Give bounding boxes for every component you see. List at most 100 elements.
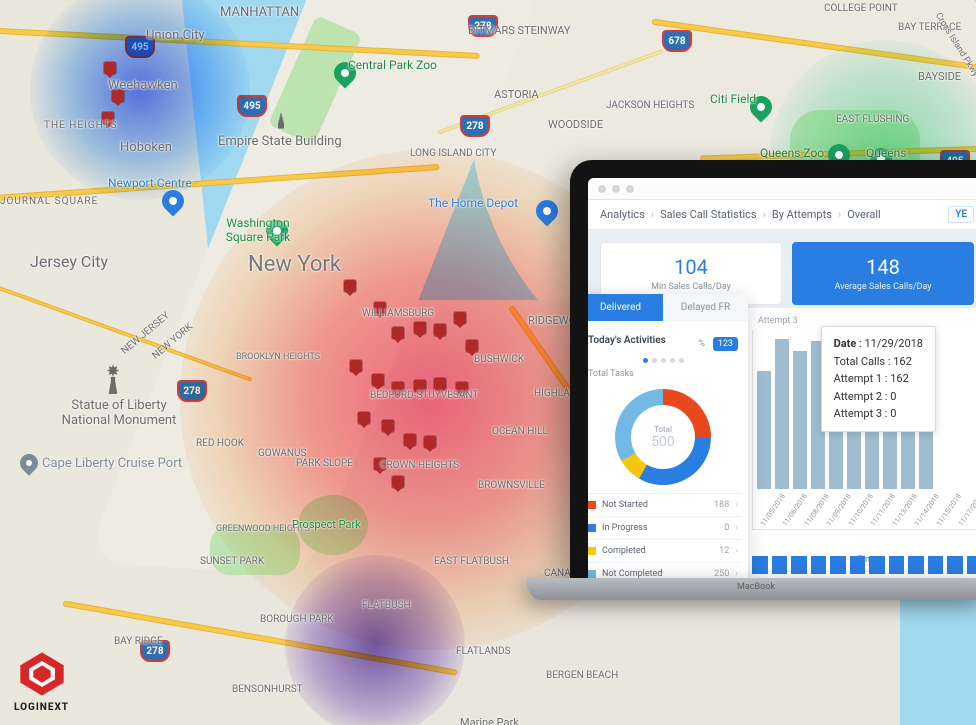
- bar-bottom: [791, 556, 807, 574]
- card-title: Today's Activities: [588, 335, 666, 346]
- delivery-marker[interactable]: [379, 420, 397, 438]
- neighborhood-label: Jersey City: [30, 252, 108, 271]
- neighborhood-label: BEDFORD-STUYVESANT: [370, 390, 478, 401]
- breadcrumb-item[interactable]: By Attempts: [772, 208, 832, 221]
- neighborhood-label: THE HEIGHTS: [44, 120, 117, 131]
- delivery-marker[interactable]: [451, 312, 469, 330]
- neighborhood-label: BERGEN BEACH: [546, 670, 618, 681]
- neighborhood-label: FLATBUSH: [362, 600, 411, 611]
- kpi-label: Average Sales Calls/Day: [801, 282, 965, 292]
- delivery-marker[interactable]: [341, 280, 359, 298]
- chevron-right-icon: ›: [735, 523, 738, 533]
- interstate-shield: 278: [460, 115, 490, 137]
- neighborhood-label: EAST FLUSHING: [836, 114, 909, 125]
- delivery-marker[interactable]: [389, 327, 407, 345]
- poi-label[interactable]: The Home Depot: [428, 196, 518, 210]
- bar-bottom: [947, 556, 963, 574]
- bar-bottom: [889, 556, 905, 574]
- bar-bottom: [928, 556, 944, 574]
- delivery-marker[interactable]: [389, 476, 407, 494]
- breadcrumb-item[interactable]: Analytics: [600, 208, 645, 221]
- bar-top[interactable]: [793, 351, 807, 489]
- poi-label[interactable]: Queens Zoo: [760, 146, 824, 160]
- delivery-marker[interactable]: [411, 322, 429, 340]
- legend-swatch: [588, 524, 596, 532]
- tab-delayed[interactable]: Delayed FR: [663, 294, 748, 321]
- poi-label[interactable]: Central Park Zoo: [348, 58, 437, 72]
- bar-top[interactable]: [775, 339, 789, 489]
- laptop-lid: Analytics › Sales Call Statistics › By Att…: [570, 160, 976, 580]
- delivery-marker[interactable]: [347, 360, 365, 378]
- neighborhood-label: WILLIAMSBURG: [362, 308, 434, 319]
- chevron-right-icon: ›: [735, 500, 738, 510]
- delivery-marker[interactable]: [431, 324, 449, 342]
- chart-subtitle: Attempt 3: [758, 316, 976, 326]
- neighborhood-label: Prospect Park: [292, 518, 361, 531]
- legend-row[interactable]: Not Started 188 ›: [588, 493, 742, 516]
- neighborhood-label: BROWNSVILLE: [478, 480, 545, 491]
- neighborhood-label: Marine Park: [460, 716, 519, 725]
- delivery-marker[interactable]: [421, 436, 439, 454]
- legend-swatch: [588, 547, 596, 555]
- legend-swatch: [588, 570, 596, 578]
- neighborhood-label: Hoboken: [120, 140, 172, 155]
- bar-bottom: [967, 556, 976, 574]
- poi-label[interactable]: Newport Centre: [108, 176, 192, 190]
- legend-label: Completed: [602, 546, 646, 556]
- neighborhood-label: BAY RIDGE: [114, 636, 163, 647]
- dashboard-screen: Analytics › Sales Call Statistics › By Att…: [588, 178, 976, 580]
- kpi-card-avg[interactable]: 148 Average Sales Calls/Day: [792, 242, 974, 305]
- legend: Not Started 188 › In Progress 0 › Comple…: [588, 491, 748, 580]
- legend-row[interactable]: In Progress 0 ›: [588, 516, 742, 539]
- legend-value: 0: [724, 523, 729, 533]
- range-button[interactable]: YE: [948, 206, 974, 223]
- pager-dots[interactable]: [588, 358, 748, 363]
- breadcrumb-item[interactable]: Sales Call Statistics: [660, 208, 756, 221]
- city-label: New York: [248, 252, 341, 277]
- bar-chart[interactable]: Attempt 3 Date : 11/29/2018 Total Calls …: [748, 308, 976, 580]
- bar-bottom: [869, 556, 885, 574]
- chevron-right-icon: ›: [735, 546, 738, 556]
- legend-label: Not Started: [602, 500, 648, 510]
- breadcrumb: Analytics› Sales Call Statistics› By Att…: [588, 200, 976, 230]
- breadcrumb-item[interactable]: Overall: [847, 208, 881, 221]
- neighborhood-label: BOROUGH PARK: [260, 614, 334, 625]
- empire-state-icon: [272, 112, 290, 130]
- neighborhood-label: LONG ISLAND CITY: [410, 148, 496, 159]
- donut-chart[interactable]: Total500: [615, 389, 711, 485]
- neighborhood-label: Weehawken: [108, 78, 178, 93]
- neighborhood-label: WOODSIDE: [548, 118, 603, 131]
- chart-tooltip: Date : 11/29/2018 Total Calls : 162 Atte…: [821, 326, 936, 432]
- kpi-value: 104: [609, 255, 773, 279]
- statue-liberty-icon: [100, 362, 126, 396]
- brand-text: LOGINEXT: [14, 702, 69, 713]
- window-dot: [612, 185, 620, 193]
- tab-delivered[interactable]: Delivered: [588, 294, 663, 321]
- poi-label[interactable]: Empire State Building: [218, 134, 342, 149]
- bar-top[interactable]: [757, 371, 771, 489]
- browser-chrome: [588, 178, 976, 200]
- neighborhood-label: BUSHWICK: [474, 354, 524, 365]
- activities-card: Delivered Delayed FR Today's Activities …: [588, 294, 748, 580]
- delivery-marker[interactable]: [401, 434, 419, 452]
- delivery-marker[interactable]: [355, 412, 373, 430]
- neighborhood-label: JOURNAL SQUARE: [0, 196, 98, 207]
- poi-label[interactable]: Statue of Liberty National Monument: [54, 398, 184, 428]
- legend-row[interactable]: Completed 12 ›: [588, 539, 742, 562]
- neighborhood-label: EAST FLATBUSH: [434, 556, 509, 567]
- interstate-shield: 495: [237, 95, 267, 117]
- window-dot: [598, 185, 606, 193]
- neighborhood-label: MANHATTAN: [220, 5, 299, 20]
- neighborhood-label: SUNSET PARK: [200, 556, 264, 567]
- poi-label[interactable]: Citi Field: [710, 92, 756, 106]
- neighborhood-label: COLLEGE POINT: [824, 3, 898, 14]
- neighborhood-label: RED HOOK: [196, 438, 244, 449]
- neighborhood-label: FLATLANDS: [456, 646, 511, 657]
- percent-label: %: [698, 339, 705, 349]
- poi-label[interactable]: Cape Liberty Cruise Port: [42, 456, 182, 471]
- poi-label[interactable]: Washington Square Park: [218, 216, 298, 244]
- loginext-icon: [16, 650, 68, 698]
- neighborhood-label: PARK SLOPE: [296, 458, 353, 469]
- window-dot: [626, 185, 634, 193]
- bar-bottom: [811, 556, 827, 574]
